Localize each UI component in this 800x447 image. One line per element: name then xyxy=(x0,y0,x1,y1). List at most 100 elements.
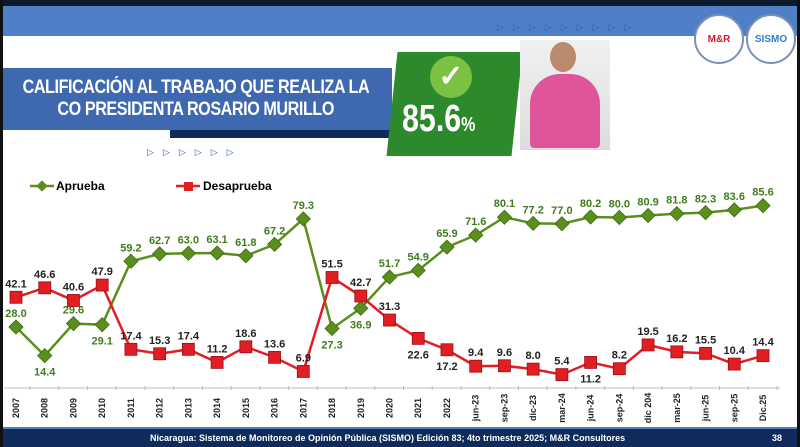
data-label-desaprueba: 31.3 xyxy=(379,301,400,313)
legend-aprueba-marker xyxy=(36,180,48,192)
desaprueba-point xyxy=(95,278,109,292)
data-label-aprueba: 85.6 xyxy=(752,187,773,199)
data-label-aprueba: 80.0 xyxy=(609,198,630,210)
desaprueba-point xyxy=(38,281,52,295)
desaprueba-point xyxy=(641,338,655,352)
data-label-desaprueba: 11.2 xyxy=(580,373,601,385)
x-tick-label: mar-24 xyxy=(557,393,567,423)
x-tick-label: dic 204 xyxy=(643,393,653,424)
data-label-aprueba: 63.0 xyxy=(178,234,199,246)
title-underline xyxy=(170,130,392,138)
data-label-desaprueba: 22.6 xyxy=(408,349,429,361)
data-label-aprueba: 14.4 xyxy=(34,367,56,379)
aprueba-point xyxy=(209,245,225,261)
desaprueba-point xyxy=(239,340,253,354)
aprueba-point xyxy=(152,246,168,262)
data-label-desaprueba: 17.4 xyxy=(178,330,200,342)
data-label-desaprueba: 9.4 xyxy=(468,347,484,359)
x-tick-label: 2009 xyxy=(68,398,78,418)
x-tick-label: 2014 xyxy=(212,398,222,418)
data-label-aprueba: 51.7 xyxy=(379,258,400,270)
desaprueba-point xyxy=(555,368,569,382)
data-label-desaprueba: 42.7 xyxy=(350,277,371,289)
data-label-aprueba: 67.2 xyxy=(264,225,285,237)
data-label-aprueba: 80.9 xyxy=(637,197,658,209)
desaprueba-point xyxy=(325,271,339,284)
desaprueba-point xyxy=(181,342,195,356)
data-label-aprueba: 54.9 xyxy=(408,251,429,263)
aprueba-point xyxy=(324,320,340,337)
desaprueba-point xyxy=(756,349,770,363)
desaprueba-point xyxy=(526,362,540,376)
data-label-aprueba: 71.6 xyxy=(465,216,486,228)
data-label-desaprueba: 6.9 xyxy=(296,352,311,364)
footer: Nicaragua: Sistema de Monitoreo de Opini… xyxy=(0,427,800,447)
top-bar xyxy=(0,0,800,6)
aprueba-point xyxy=(582,209,599,225)
desaprueba-point xyxy=(296,365,310,378)
x-tick-label: mar-25 xyxy=(672,393,682,423)
aprueba-point xyxy=(8,319,24,335)
aprueba-point xyxy=(640,207,656,224)
data-label-aprueba: 36.9 xyxy=(350,319,371,331)
data-label-desaprueba: 40.6 xyxy=(63,281,84,293)
x-tick-label: 2013 xyxy=(183,398,193,418)
desaprueba-point xyxy=(9,290,23,304)
legend-aprueba-label: Aprueba xyxy=(56,179,105,193)
aprueba-point xyxy=(65,315,82,332)
data-label-aprueba: 63.1 xyxy=(206,234,227,246)
x-tick-label: 2012 xyxy=(155,398,165,418)
data-label-aprueba: 62.7 xyxy=(149,235,170,247)
aprueba-point xyxy=(410,262,426,278)
x-tick-label: 2015 xyxy=(241,398,251,418)
data-label-aprueba: 79.3 xyxy=(293,200,314,212)
data-label-desaprueba: 42.1 xyxy=(5,278,26,290)
data-label-aprueba: 83.6 xyxy=(724,191,745,203)
portrait-photo xyxy=(520,40,610,150)
sismo-logo: SISMO xyxy=(746,14,796,64)
aprueba-point xyxy=(468,227,484,243)
data-label-desaprueba: 8.0 xyxy=(526,350,541,362)
desaprueba-point xyxy=(584,356,598,369)
line-chart: Aprueba Desaprueba 28.0 14.4 29.6 29.1 59.2 6… xyxy=(4,179,780,424)
title-line-1: CALIFICACIÓN AL TRABAJO QUE REALIZA LA xyxy=(22,77,370,98)
page-title: CALIFICACIÓN AL TRABAJO QUE REALIZA LA C… xyxy=(0,68,392,130)
data-label-aprueba: 27.3 xyxy=(321,339,342,351)
data-label-aprueba: 65.9 xyxy=(436,228,457,240)
aprueba-point xyxy=(180,245,197,261)
aprueba-point xyxy=(238,248,254,264)
title-line-2: CO PRESIDENTA ROSARIO MURILLO xyxy=(57,99,335,120)
x-tick-label: 2017 xyxy=(298,398,308,418)
aprueba-point xyxy=(525,215,541,231)
data-label-aprueba: 59.2 xyxy=(120,242,141,254)
data-label-aprueba: 28.0 xyxy=(5,308,26,320)
aprueba-point xyxy=(37,348,53,364)
x-tick-label: 2020 xyxy=(385,398,395,418)
desaprueba-point xyxy=(440,343,454,357)
x-tick-label: 2018 xyxy=(327,398,337,418)
aprueba-point xyxy=(554,216,570,232)
mr-consultores-logo: M&R xyxy=(694,14,744,64)
desaprueba-point xyxy=(727,357,741,371)
approval-value: 85.6% xyxy=(402,98,476,140)
data-label-aprueba: 82.3 xyxy=(695,194,716,206)
x-tick-label: jun-25 xyxy=(701,395,711,423)
data-label-aprueba: 80.2 xyxy=(580,198,601,210)
page-number: 38 xyxy=(771,433,782,443)
data-label-desaprueba: 47.9 xyxy=(91,266,112,278)
data-label-aprueba: 80.1 xyxy=(494,198,515,210)
data-label-desaprueba: 8.2 xyxy=(612,350,627,362)
data-label-desaprueba: 15.3 xyxy=(149,335,170,347)
aprueba-point xyxy=(496,209,513,225)
desaprueba-point xyxy=(67,294,80,307)
decorative-triangles: ▷ ▷ ▷ ▷ ▷ ▷ xyxy=(147,147,234,157)
desaprueba-point xyxy=(354,289,368,303)
desaprueba-point xyxy=(469,359,483,373)
x-tick-label: jun-24 xyxy=(586,395,596,423)
data-label-aprueba: 81.8 xyxy=(666,195,687,207)
decorative-triangles: ▷ ▷ ▷ ▷ ▷ ▷ ▷ ▷ ▷ xyxy=(497,22,632,32)
legend-desaprueba-label: Desaprueba xyxy=(203,179,272,193)
x-tick-label: jun-23 xyxy=(471,395,481,423)
data-label-desaprueba: 18.6 xyxy=(235,328,256,340)
data-label-desaprueba: 5.4 xyxy=(554,356,570,368)
